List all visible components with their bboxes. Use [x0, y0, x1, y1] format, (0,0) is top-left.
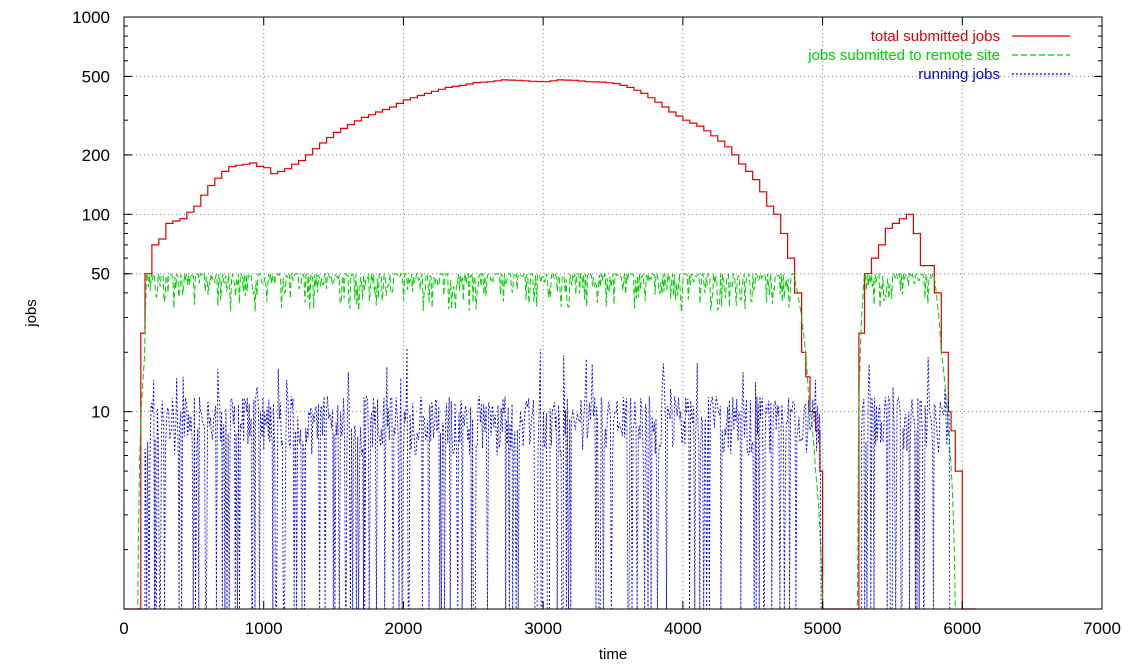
legend-entry-total: total submitted jobs: [871, 28, 1000, 45]
ticks: [123, 16, 1103, 609]
x-tick-label: 6000: [943, 619, 981, 638]
series-layer: [124, 79, 977, 610]
y-axis-title: jobs: [23, 299, 40, 328]
x-tick-label: 1000: [245, 619, 283, 638]
y-tick-label: 10: [91, 403, 110, 422]
x-tick-label: 2000: [385, 619, 423, 638]
y-tick-label: 500: [82, 67, 110, 86]
legend: total submitted jobs jobs submitted to r…: [807, 28, 1070, 83]
y-tick-label: 1000: [72, 8, 110, 27]
series-total-line: [124, 79, 977, 610]
x-tick-label: 0: [119, 619, 128, 638]
legend-entry-remote: jobs submitted to remote site: [807, 47, 1000, 64]
series-running-line: [124, 347, 977, 610]
x-tick-label: 4000: [664, 619, 702, 638]
x-tick-label: 7000: [1083, 619, 1121, 638]
y-tick-label: 50: [91, 265, 110, 284]
tick-labels: 0 1000 2000 3000 4000 5000 6000 7000 10 50 100 200 5…: [72, 8, 1121, 638]
y-tick-label: 100: [82, 205, 110, 224]
plot-frame: [123, 16, 1103, 610]
x-tick-label: 3000: [524, 619, 562, 638]
grid: [124, 17, 1102, 609]
legend-entry-running: running jobs: [918, 66, 1000, 83]
series-remote-line: [124, 272, 976, 610]
y-tick-label: 200: [82, 146, 110, 165]
x-axis-title: time: [599, 646, 627, 663]
x-tick-label: 5000: [804, 619, 842, 638]
